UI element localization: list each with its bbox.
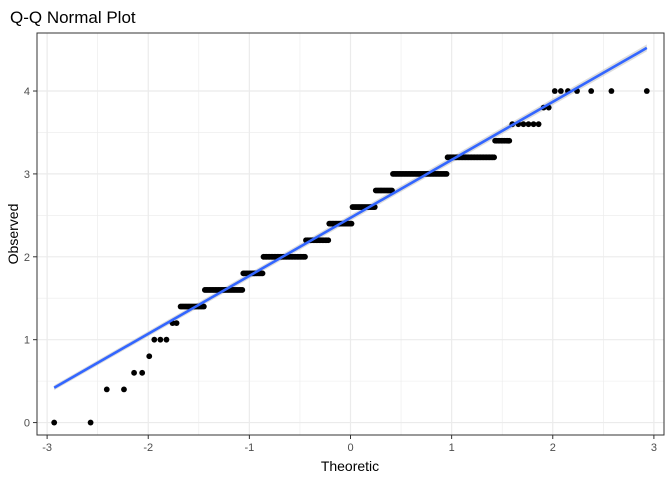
x-axis-label: Theoretic xyxy=(321,458,379,474)
data-point xyxy=(525,121,532,128)
data-point xyxy=(506,137,513,144)
data-point xyxy=(157,336,164,343)
data-point xyxy=(535,121,542,128)
y-tick-label: 1 xyxy=(24,335,30,347)
fit-line xyxy=(53,46,648,389)
data-point xyxy=(139,369,146,376)
x-tick-label: -1 xyxy=(244,442,254,454)
data-point xyxy=(557,88,564,94)
data-point xyxy=(121,386,127,393)
data-point xyxy=(302,253,308,260)
data-point xyxy=(173,320,180,327)
fit-line-layer xyxy=(53,46,648,389)
x-tick-label: 0 xyxy=(347,442,353,454)
y-tick-label: 4 xyxy=(24,86,30,98)
data-point xyxy=(530,121,537,128)
data-point xyxy=(643,88,650,94)
y-tick-label: 0 xyxy=(24,418,30,430)
data-point xyxy=(588,88,595,94)
data-point xyxy=(551,88,558,94)
x-axis-ticks: -3 -2 -1 0 1 2 3 xyxy=(42,435,657,454)
x-tick-label: -2 xyxy=(143,442,153,454)
data-point xyxy=(520,121,527,128)
data-point xyxy=(146,353,153,360)
data-point xyxy=(239,287,246,293)
data-point xyxy=(200,303,207,310)
data-point xyxy=(131,369,137,376)
x-tick-label: 2 xyxy=(550,442,556,454)
data-point xyxy=(151,336,158,343)
data-point xyxy=(325,237,332,244)
data-point xyxy=(87,419,94,426)
data-point xyxy=(491,154,498,161)
y-axis-label: Observed xyxy=(5,204,21,265)
data-point xyxy=(163,336,170,343)
data-point xyxy=(51,419,58,426)
x-tick-label: 1 xyxy=(449,442,455,454)
data-point xyxy=(348,220,355,227)
grid-lines xyxy=(37,33,664,435)
y-axis-ticks: 0 1 2 3 4 xyxy=(24,86,37,430)
data-point xyxy=(103,386,110,393)
data-point xyxy=(608,88,615,94)
y-tick-label: 3 xyxy=(24,169,30,181)
x-tick-label: 3 xyxy=(651,442,657,454)
y-tick-label: 2 xyxy=(24,252,30,264)
chart-title: Q-Q Normal Plot xyxy=(10,8,136,27)
x-tick-label: -3 xyxy=(42,442,52,454)
data-point xyxy=(259,270,266,277)
data-point xyxy=(443,171,450,177)
